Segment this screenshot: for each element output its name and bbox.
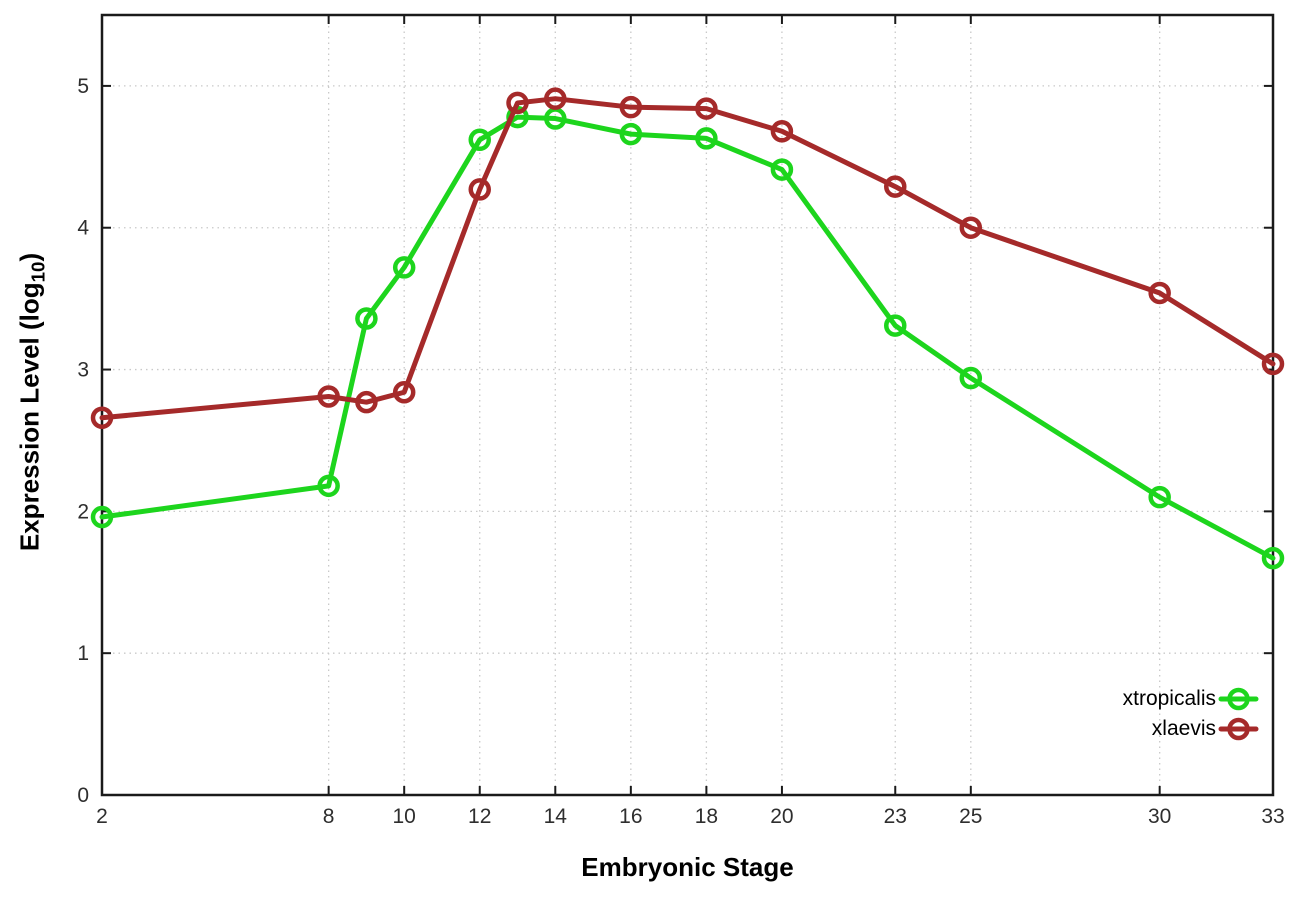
series-xtropicalis-point xyxy=(317,474,340,498)
x-tick-label: 20 xyxy=(770,805,793,828)
y-tick-label: 5 xyxy=(77,75,89,98)
series-xtropicalis-point xyxy=(770,158,794,181)
legend-marker-xlaevis-point xyxy=(1227,717,1250,741)
series-xlaevis-point xyxy=(468,178,491,201)
series-xlaevis-point xyxy=(1261,352,1285,376)
y-title-post: ) xyxy=(14,252,45,262)
y-tick-label: 1 xyxy=(77,642,89,665)
x-tick-label: 16 xyxy=(619,805,642,828)
y-tick-label: 3 xyxy=(77,359,89,382)
x-tick-label: 2 xyxy=(96,805,108,828)
series-xtropicalis-point xyxy=(90,505,114,529)
series-xtropicalis-point xyxy=(619,122,643,146)
series-xlaevis-point xyxy=(506,91,529,115)
series-xtropicalis-point xyxy=(959,366,983,390)
y-tick-label: 2 xyxy=(77,500,89,523)
y-title-sub: 10 xyxy=(27,261,49,283)
x-tick-label: 8 xyxy=(323,805,335,828)
series-xlaevis-point xyxy=(959,216,983,239)
x-tick-label: 14 xyxy=(544,805,568,828)
series-xtropicalis-point xyxy=(884,314,907,337)
series-xlaevis-point xyxy=(355,390,378,414)
series-xlaevis-point xyxy=(884,175,907,198)
x-tick-label: 30 xyxy=(1148,805,1171,828)
series-xtropicalis-point xyxy=(1148,485,1171,509)
y-title-pre: Expression Level (log xyxy=(14,282,45,552)
series-xlaevis-point xyxy=(770,120,794,143)
series-xlaevis-point xyxy=(544,87,567,110)
x-tick-label: 33 xyxy=(1261,805,1284,828)
series-xlaevis-point xyxy=(317,385,340,408)
legend-marker-xtropicalis-point xyxy=(1227,687,1250,711)
legend-label-xtropicalis: xtropicalis xyxy=(1122,687,1216,710)
series-xtropicalis-line xyxy=(99,114,1276,561)
series-xlaevis-point xyxy=(1148,281,1171,305)
series-xlaevis-point xyxy=(695,97,718,120)
plot-border xyxy=(100,13,1275,797)
y-axis-title-text: Expression Level (log10) xyxy=(14,253,49,551)
x-tick-label: 18 xyxy=(695,805,718,828)
series-xtropicalis-point xyxy=(695,127,718,150)
x-axis-title: Embryonic Stage xyxy=(581,852,794,882)
series-xtropicalis-point xyxy=(355,307,378,330)
y-tick-label: 0 xyxy=(77,784,89,807)
series-xtropicalis-point xyxy=(468,128,491,152)
series-xlaevis-point xyxy=(619,95,643,119)
y-tick-label: 4 xyxy=(77,217,89,240)
x-tick-label: 10 xyxy=(393,805,416,828)
series-xlaevis-point xyxy=(90,406,114,430)
series-xlaevis-point xyxy=(392,380,416,404)
x-tick-label: 23 xyxy=(884,805,907,828)
legend-label-xlaevis: xlaevis xyxy=(1151,717,1216,740)
series-xtropicalis-point xyxy=(392,256,416,279)
series-xtropicalis-point xyxy=(1261,546,1285,570)
x-tick-label: 25 xyxy=(959,805,982,828)
x-tick-label: 12 xyxy=(468,805,491,828)
series-xlaevis-line xyxy=(99,96,1276,421)
